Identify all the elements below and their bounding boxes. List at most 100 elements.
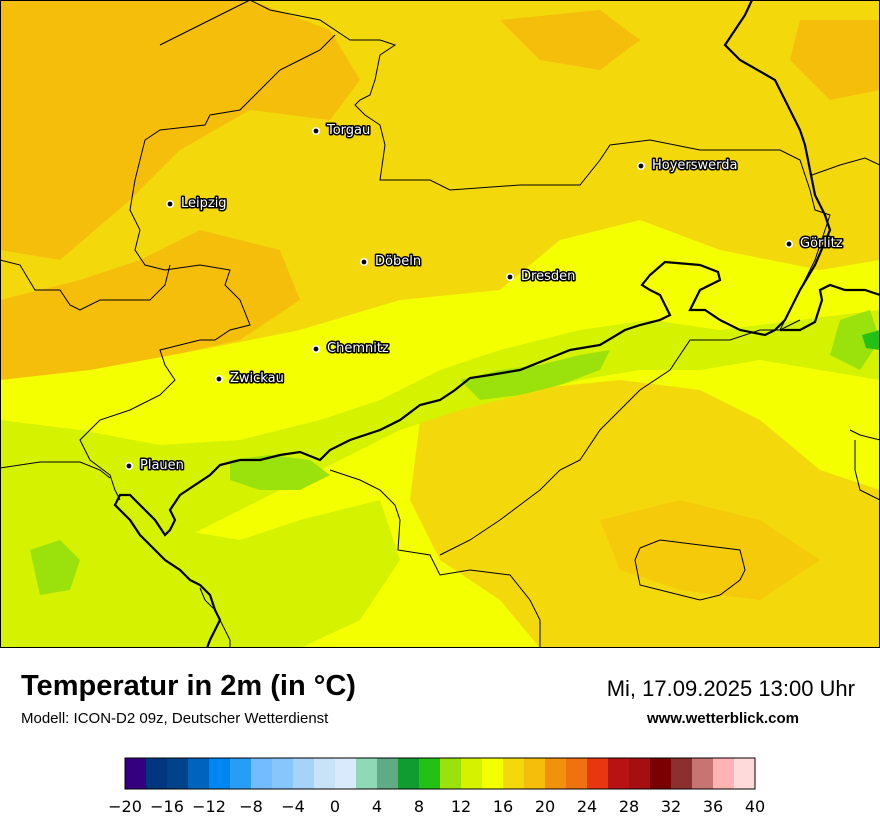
city-label: Plauen <box>140 458 184 473</box>
city-label: Leipzig <box>181 196 227 211</box>
warm-zone-southeast-core <box>600 500 820 600</box>
city-dresden[interactable]: Dresden <box>505 268 577 286</box>
map-title: Temperatur in 2m (in °C) <box>21 670 356 702</box>
legend-tick-label: 32 <box>661 797 681 816</box>
legend-swatch <box>356 758 378 789</box>
green-zone-southwest <box>30 540 80 595</box>
city-label: Zwickau <box>230 371 284 386</box>
legend-swatch <box>314 758 336 789</box>
city-label: Torgau <box>326 123 370 138</box>
national-border <box>113 0 832 648</box>
city-dot <box>636 162 645 171</box>
legend-swatch <box>335 758 357 789</box>
city-hoyerswerda[interactable]: Hoyerswerda <box>636 157 739 175</box>
legend-tick-label: −20 <box>108 797 142 816</box>
warm-zone-west <box>0 230 300 390</box>
legend-swatch <box>629 758 651 789</box>
green-zone-ridge <box>460 350 610 400</box>
legend-tick-label: 20 <box>535 797 555 816</box>
border-inner-east <box>439 319 801 556</box>
legend-tick-label: 28 <box>619 797 639 816</box>
legend-swatch <box>587 758 609 789</box>
legend-swatch <box>230 758 252 789</box>
legend-tick-label: −8 <box>239 797 263 816</box>
city-chemnitz[interactable]: Chemnitz <box>311 340 390 358</box>
legend-frame <box>124 757 756 790</box>
city-dot <box>311 127 320 136</box>
legend-swatch <box>188 758 210 789</box>
legend-swatches <box>124 757 756 790</box>
city-torgau[interactable]: Torgau <box>311 122 372 140</box>
forecast-datetime: Mi, 17.09.2025 13:00 Uhr <box>606 676 855 701</box>
legend-tick-label: 4 <box>372 797 382 816</box>
legend-tick-label: −12 <box>192 797 226 816</box>
legend-swatch <box>293 758 315 789</box>
green-zone-east <box>830 310 880 370</box>
legend-swatch <box>524 758 546 789</box>
warm-zone-north-patch <box>500 10 640 70</box>
legend-swatch <box>482 758 504 789</box>
legend-swatch <box>692 758 714 789</box>
city-plauen[interactable]: Plauen <box>125 457 185 475</box>
city-dot <box>359 257 368 266</box>
legend-swatch <box>146 758 168 789</box>
border-saxony-west <box>79 0 336 501</box>
city-dot <box>784 240 793 249</box>
city-dot <box>311 344 320 353</box>
legend-swatch <box>440 758 462 789</box>
legend-swatch <box>713 758 735 789</box>
legend-swatch <box>251 758 273 789</box>
city-zwickau[interactable]: Zwickau <box>215 370 285 388</box>
legend-swatch <box>125 758 147 789</box>
deep-green-spot-east <box>862 330 880 350</box>
city-markers: Torgau Hoyerswerda Leipzig Görlitz Döbel… <box>125 122 844 475</box>
legend-swatch <box>608 758 630 789</box>
legend-swatch <box>545 758 567 789</box>
legend-swatch <box>398 758 420 789</box>
legend-swatch <box>272 758 294 789</box>
legend-swatch <box>734 758 756 789</box>
city-label: Chemnitz <box>327 341 389 356</box>
legend-tick-label: 12 <box>451 797 471 816</box>
website-link[interactable]: www.wetterblick.com <box>647 710 799 727</box>
city-dot <box>505 272 514 281</box>
national-border-east <box>780 283 880 332</box>
border-west-lower <box>0 259 171 311</box>
cool-zone-ridge <box>0 310 880 610</box>
legend-tick-label: 40 <box>745 797 765 816</box>
border-east-right <box>811 157 880 501</box>
legend-swatch <box>167 758 189 789</box>
legend-tick-label: 36 <box>703 797 723 816</box>
city-doebeln[interactable]: Döbeln <box>359 253 423 271</box>
border-southwest <box>0 461 541 648</box>
color-legend: −20 −16 −12 −8 −4 0 4 8 12 16 20 24 28 32 36 40 <box>108 757 765 816</box>
legend-swatch <box>419 758 441 789</box>
legend-tick-label: 0 <box>330 797 340 816</box>
legend-swatch <box>503 758 525 789</box>
legend-swatch <box>461 758 483 789</box>
city-label: Hoyerswerda <box>652 158 738 173</box>
legend-tick-label: 24 <box>577 797 597 816</box>
legend-swatch <box>209 758 231 789</box>
city-leipzig[interactable]: Leipzig <box>166 195 228 213</box>
legend-tick-label: −4 <box>281 797 305 816</box>
city-dot <box>125 461 134 470</box>
border-southeast <box>634 539 746 601</box>
cool-zone-southwest <box>0 470 400 648</box>
legend-tick-label: 8 <box>414 797 424 816</box>
legend-ticks: −20 −16 −12 −8 −4 0 4 8 12 16 20 24 28 32 36 40 <box>108 797 765 816</box>
warm-zone-northwest <box>0 0 360 260</box>
legend-swatch <box>650 758 672 789</box>
model-subtitle: Modell: ICON-D2 09z, Deutscher Wetterdie… <box>21 710 329 727</box>
city-goerlitz[interactable]: Görlitz <box>784 235 844 253</box>
legend-swatch <box>566 758 588 789</box>
city-dot <box>215 374 224 383</box>
legend-swatch <box>671 758 693 789</box>
legend-swatch <box>377 758 399 789</box>
warm-zone-northeast-patch <box>790 20 880 100</box>
city-label: Döbeln <box>375 254 421 269</box>
weather-map: Torgau Hoyerswerda Leipzig Görlitz Döbel… <box>0 0 880 648</box>
city-dot <box>166 200 175 209</box>
city-label: Görlitz <box>800 236 843 251</box>
green-zone-west-ridge <box>230 455 330 490</box>
